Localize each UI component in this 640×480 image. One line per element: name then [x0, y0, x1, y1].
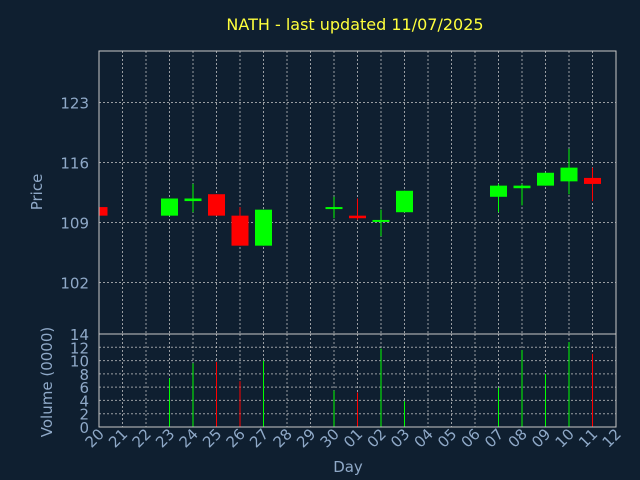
x-tick-label: 03 — [387, 425, 413, 451]
x-tick-label: 28 — [270, 425, 296, 451]
chart-title: NATH - last updated 11/07/2025 — [226, 15, 483, 34]
candle-body — [513, 185, 531, 189]
volume-frame — [98, 333, 617, 428]
x-tick-label: 11 — [575, 425, 601, 451]
candle-body — [537, 172, 554, 186]
candles-group — [99, 148, 601, 246]
volume-tick-label: 14 — [70, 326, 89, 344]
volume-tick-label: 8 — [79, 366, 89, 384]
x-tick-labels: 2021222324252627282930010203040506070809… — [82, 425, 625, 451]
x-tick-label: 12 — [599, 425, 625, 451]
x-tick-label: 30 — [317, 425, 343, 451]
x-tick-label: 29 — [293, 425, 319, 451]
volume-axis-label: Volume (0000) — [38, 327, 56, 437]
candle-body — [584, 177, 601, 184]
candle-body — [325, 207, 343, 210]
x-tick-label: 26 — [223, 425, 249, 451]
x-tick-label: 04 — [411, 425, 437, 451]
x-axis-label: Day — [333, 458, 363, 476]
price-tick-label: 109 — [60, 215, 89, 233]
candle-body — [208, 194, 225, 216]
volume-tick-label: 2 — [79, 406, 89, 424]
price-tick-label: 123 — [60, 94, 89, 112]
candle-body — [396, 190, 413, 213]
candle-body — [231, 215, 249, 246]
candle-body — [490, 185, 507, 197]
candle-body — [99, 207, 108, 216]
x-tick-label: 07 — [481, 425, 507, 451]
candle-body — [372, 219, 390, 222]
x-tick-label: 09 — [528, 425, 554, 451]
x-tick-label: 21 — [105, 425, 131, 451]
volume-tick-label: 0 — [79, 419, 89, 437]
x-tick-label: 10 — [552, 425, 578, 451]
x-tick-label: 23 — [152, 425, 178, 451]
candle-body — [255, 209, 272, 246]
candle-body — [184, 198, 202, 202]
x-tick-label: 08 — [505, 425, 531, 451]
candle-body — [349, 215, 366, 219]
x-tick-label: 01 — [340, 425, 366, 451]
candle-body — [161, 198, 178, 216]
x-tick-label: 06 — [458, 425, 484, 451]
price-axis-label: Price — [28, 174, 46, 211]
price-panel: 102 109 116 123 — [60, 50, 617, 335]
x-tick-label: 25 — [199, 425, 225, 451]
volume-tick-label: 6 — [79, 379, 89, 397]
volume-tick-label: 12 — [70, 339, 89, 357]
volume-tick-label: 10 — [70, 353, 89, 371]
x-tick-label: 24 — [176, 425, 202, 451]
price-tick-label: 116 — [60, 154, 89, 172]
x-tick-label: 27 — [246, 425, 272, 451]
candle-body — [560, 167, 578, 182]
x-tick-label: 02 — [364, 425, 390, 451]
price-tick-label: 102 — [60, 275, 89, 293]
x-tick-label: 22 — [129, 425, 155, 451]
volume-tick-label: 4 — [79, 392, 89, 410]
x-tick-label: 05 — [434, 425, 460, 451]
